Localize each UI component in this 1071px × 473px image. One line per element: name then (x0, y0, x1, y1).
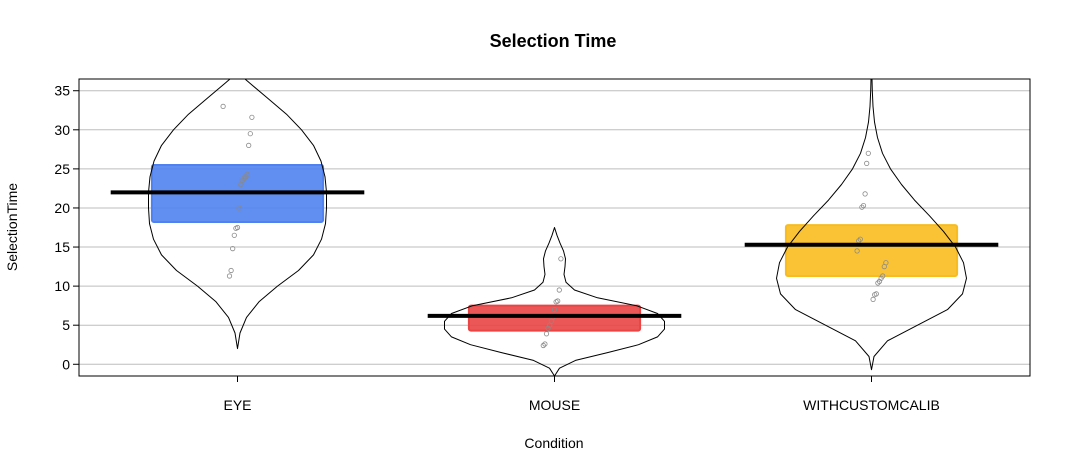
data-point (246, 142, 252, 148)
data-point (228, 267, 234, 274)
data-point (543, 331, 550, 337)
x-tick-label: EYE (223, 397, 251, 413)
data-point (558, 256, 564, 262)
data-point (859, 204, 865, 210)
data-point (870, 296, 876, 302)
data-point (233, 225, 239, 231)
data-point (247, 131, 253, 137)
group-mouse (427, 227, 682, 377)
group-withcustomcalib (744, 78, 999, 371)
x-tick-label: WITHCUSTOMCALIB (803, 397, 940, 413)
y-tick-label: 10 (54, 278, 70, 294)
density-violin (444, 227, 665, 377)
groups-layer (110, 78, 999, 377)
data-point (553, 299, 559, 305)
y-tick-label: 15 (54, 239, 70, 255)
data-point (875, 280, 881, 286)
x-tick-label: MOUSE (529, 397, 580, 413)
data-point (551, 306, 558, 313)
data-point (545, 325, 551, 331)
data-point (242, 174, 249, 180)
data-point (881, 263, 887, 270)
data-point (556, 287, 562, 293)
data-point (238, 181, 244, 188)
data-point (220, 103, 226, 110)
chart-title: Selection Time (490, 31, 617, 51)
x-axis: EYE MOUSE WITHCUSTOMCALIB (223, 376, 940, 413)
data-point (865, 150, 871, 156)
data-point (542, 341, 548, 347)
data-point (540, 342, 546, 349)
y-axis: 0 5 10 15 20 25 30 35 (54, 83, 79, 372)
data-point (249, 114, 255, 120)
data-point (876, 278, 883, 284)
data-point (226, 273, 233, 279)
y-tick-label: 30 (54, 122, 70, 138)
data-point (860, 203, 867, 209)
data-point (236, 205, 242, 211)
y-tick-label: 0 (62, 356, 70, 372)
hdi-band (784, 224, 959, 277)
data-point (864, 160, 870, 166)
hdi-band (467, 304, 642, 332)
group-eye (110, 78, 365, 350)
data-point (854, 248, 860, 254)
data-point (547, 322, 553, 328)
y-tick-label: 5 (62, 317, 70, 333)
y-tick-label: 35 (54, 83, 70, 99)
data-point (872, 292, 878, 298)
data-point (231, 232, 237, 238)
y-axis-title: SelectionTime (4, 183, 20, 271)
data-point (862, 191, 868, 197)
data-point (878, 275, 884, 281)
data-point (857, 236, 863, 242)
y-tick-label: 20 (54, 200, 70, 216)
data-point (230, 246, 236, 252)
x-axis-title: Condition (524, 435, 583, 451)
y-tick-label: 25 (54, 161, 70, 177)
